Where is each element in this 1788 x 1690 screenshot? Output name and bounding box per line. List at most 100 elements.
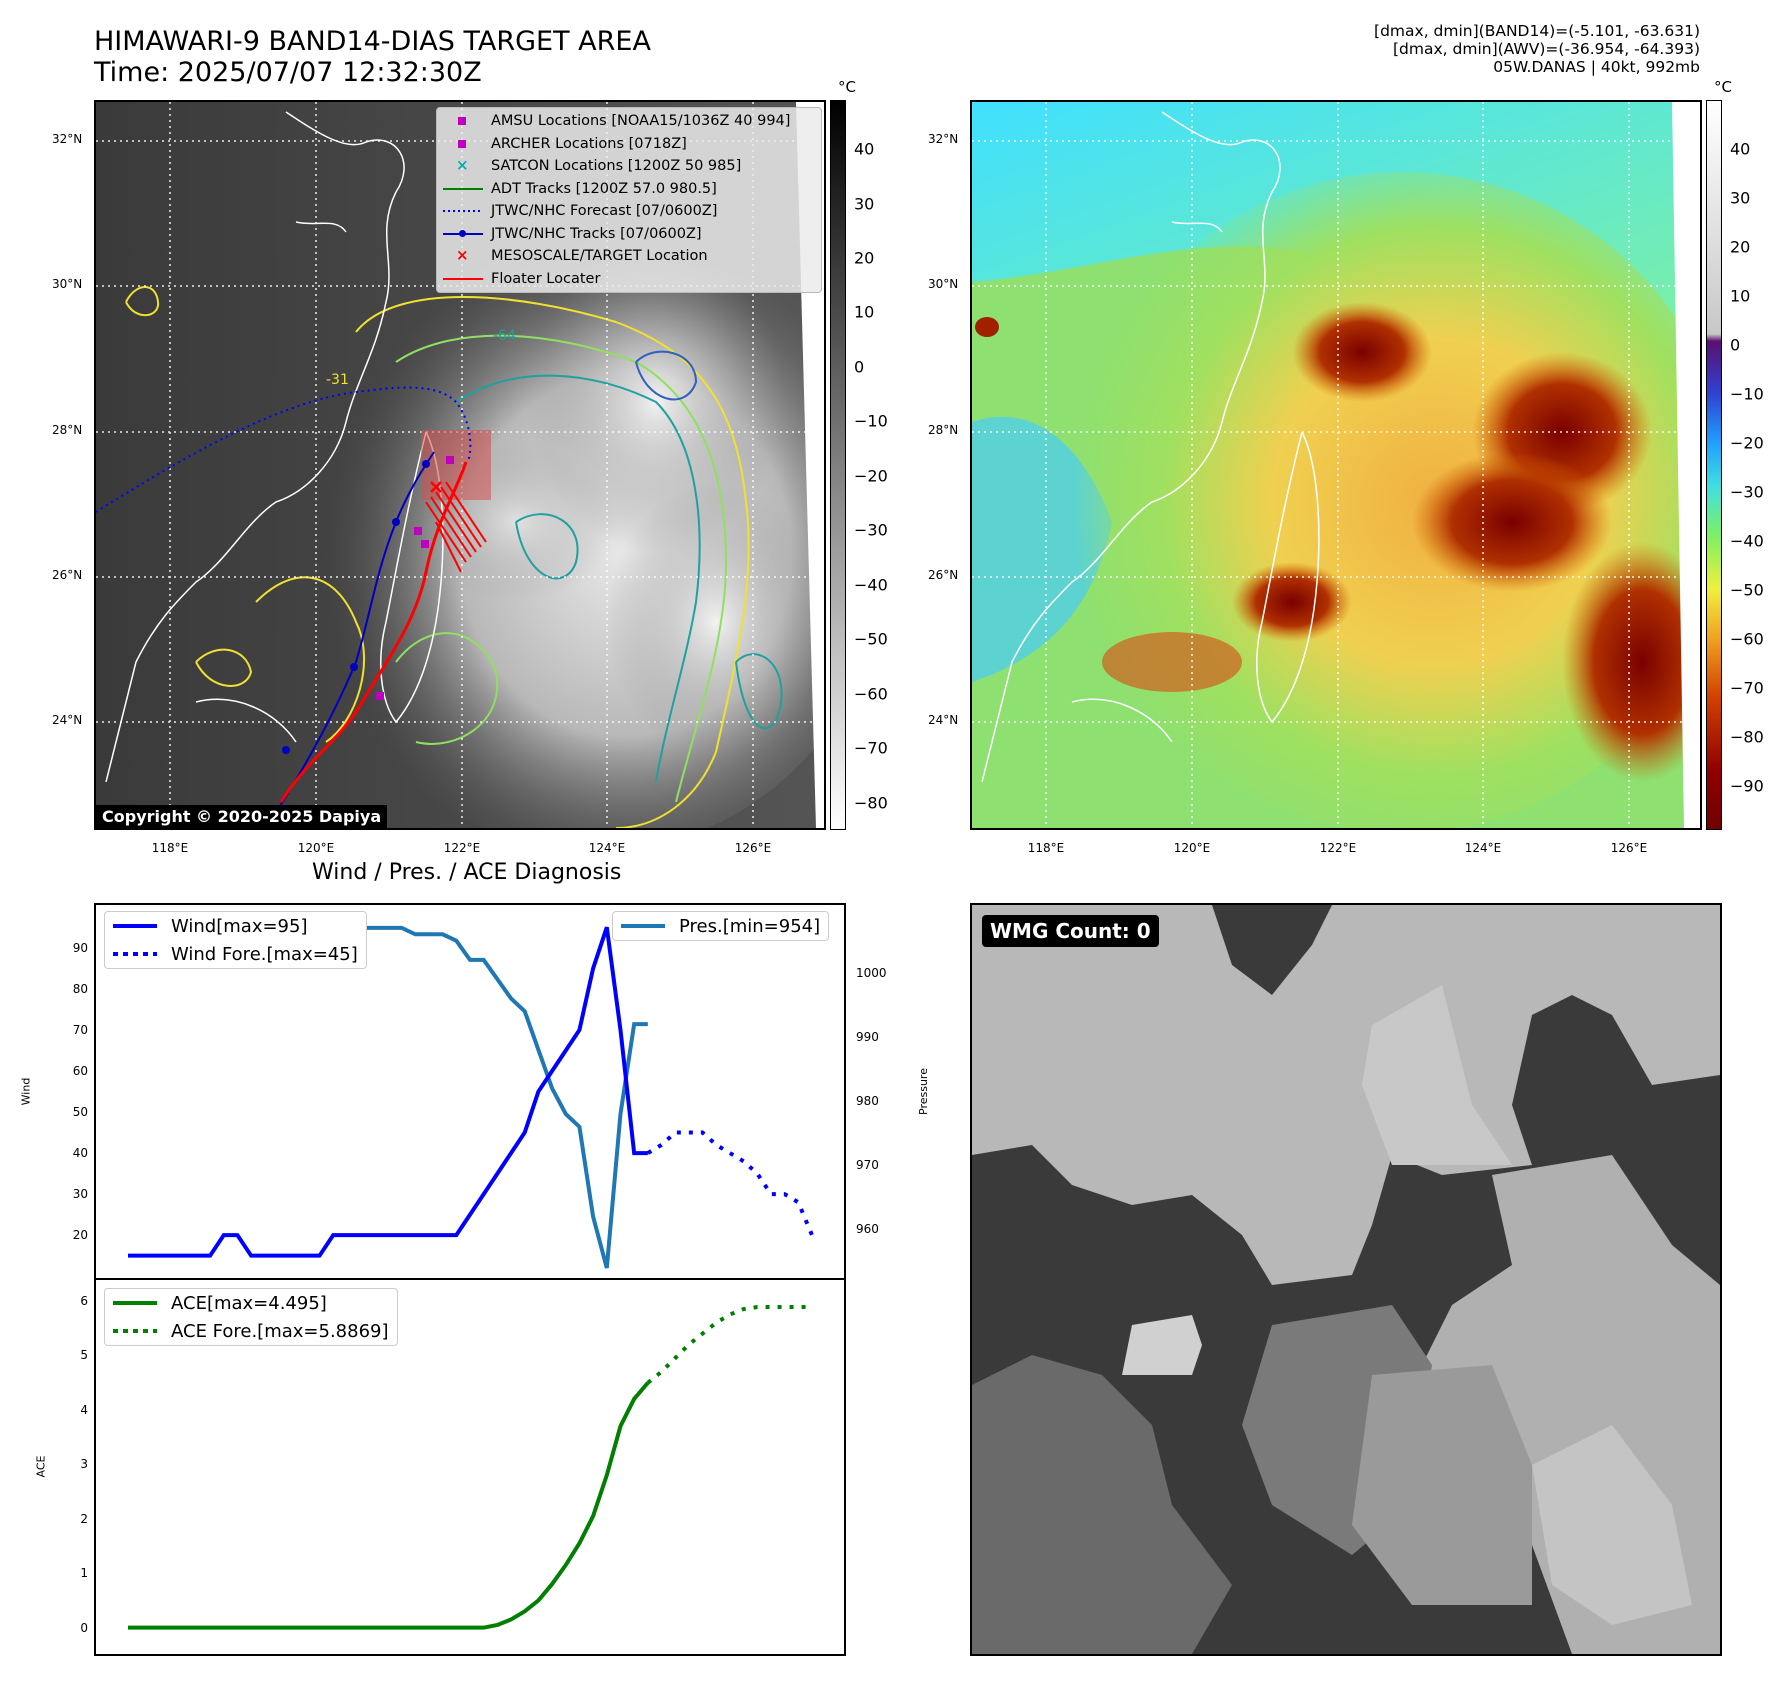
map-legend-swatch: [443, 204, 483, 218]
map-legend-item: ARCHER Locations [0718Z]: [437, 133, 821, 156]
y-tick-label: 40: [72, 1146, 88, 1161]
diagnosis-title: Wind / Pres. / ACE Diagnosis: [312, 860, 622, 885]
y-tick-label: 960: [856, 1222, 879, 1237]
colorbar-tick-label: −70: [1730, 678, 1764, 698]
wind-forecast-legend-item: Wind Fore.[max=45]: [105, 940, 366, 968]
map-legend-label: SATCON Locations [1200Z 50 985]: [491, 158, 742, 175]
wind-forecast-legend-label: Wind Fore.[max=45]: [171, 943, 358, 965]
figure-title: HIMAWARI-9 BAND14-DIAS TARGET AREA: [94, 26, 651, 57]
colorbar-tick-label: 40: [854, 139, 875, 159]
y-tick-label: 970: [856, 1158, 879, 1173]
pressure-axis-label: Pressure: [916, 1068, 930, 1115]
map-legend-swatch: ×: [456, 246, 469, 265]
y-tick-label: 1000: [856, 965, 887, 980]
awv-colorbar: [1706, 100, 1722, 830]
lon-tick-label: 124°E: [1464, 841, 1502, 855]
map-legend: AMSU Locations [NOAA15/1036Z 40 994] ARCH…: [436, 107, 822, 293]
colorbar-tick-label: −50: [1730, 580, 1764, 600]
series-line: [128, 1381, 650, 1630]
y-tick-label: 4: [80, 1402, 88, 1417]
lon-tick-label: 126°E: [734, 841, 772, 855]
y-tick-label: 1: [80, 1566, 88, 1581]
copyright-label: Copyright © 2020-2025 Dapiya: [96, 805, 388, 828]
info-block: [dmax, dmin](BAND14)=(-5.101, -63.631) […: [1374, 22, 1700, 76]
y-tick-label: 3: [80, 1457, 88, 1472]
colorbar-tick-label: 20: [854, 248, 875, 268]
colorbar-tick-label: −20: [1730, 433, 1764, 453]
map-legend-item: ADT Tracks [1200Z 57.0 980.5]: [437, 178, 821, 201]
lon-tick-label: 120°E: [297, 841, 335, 855]
map-legend-item: × MESOSCALE/TARGET Location: [437, 245, 821, 268]
ir-colorbar: [830, 100, 846, 830]
ace-forecast-legend-item: ACE Fore.[max=5.8869]: [105, 1317, 397, 1345]
wmg-image: [972, 905, 1720, 1654]
ace-plot: [94, 1278, 846, 1656]
wind-legend-label: Wind[max=95]: [171, 915, 308, 937]
lon-tick-label: 122°E: [1319, 841, 1357, 855]
map-legend-item: × SATCON Locations [1200Z 50 985]: [437, 155, 821, 178]
colorbar-tick-label: −30: [1730, 482, 1764, 502]
lon-tick-label: 120°E: [1173, 841, 1211, 855]
y-tick-label: 60: [72, 1063, 88, 1078]
colorbar-tick-label: −90: [1730, 776, 1764, 796]
wind-legend-swatch: [113, 924, 157, 928]
ace-forecast-legend-swatch: [113, 1329, 157, 1333]
ace-svg: [128, 1305, 812, 1630]
map-legend-item: JTWC/NHC Forecast [07/0600Z]: [437, 200, 821, 223]
y-tick-label: 20: [72, 1228, 88, 1243]
map-legend-label: Floater Locater: [491, 270, 601, 287]
pressure-legend-swatch: [621, 924, 665, 928]
lat-tick-label: 32°N: [52, 132, 83, 146]
colorbar-tick-label: −60: [1730, 629, 1764, 649]
map-legend-label: ARCHER Locations [0718Z]: [491, 135, 687, 152]
map-legend-swatch: [443, 227, 483, 241]
y-tick-label: 5: [80, 1348, 88, 1363]
lat-tick-label: 32°N: [928, 132, 959, 146]
wind-axis-label: Wind: [19, 1077, 33, 1106]
colorbar-tick-label: −70: [854, 738, 888, 758]
y-tick-label: 80: [72, 981, 88, 996]
colorbar-tick-label: 0: [1730, 335, 1741, 355]
map-legend-label: MESOSCALE/TARGET Location: [491, 248, 708, 265]
y-tick-label: 990: [856, 1029, 879, 1044]
lon-tick-label: 126°E: [1610, 841, 1648, 855]
colorbar-tick-label: −10: [1730, 384, 1764, 404]
lat-tick-label: 30°N: [928, 277, 959, 291]
colorbar-tick-label: −20: [854, 466, 888, 486]
y-tick-label: 0: [80, 1620, 88, 1635]
colorbar-tick-label: 10: [1730, 286, 1751, 306]
pressure-legend-item: Pres.[min=954]: [613, 912, 828, 940]
colorbar-tick-label: 30: [1730, 188, 1751, 208]
y-tick-label: 90: [72, 940, 88, 955]
colorbar-tick-label: 20: [1730, 237, 1751, 257]
map-legend-swatch: [443, 272, 483, 286]
wind-legend-item: Wind[max=95]: [105, 912, 366, 940]
awv-colorbar-unit: °C: [1714, 78, 1732, 96]
colorbar-tick-label: −80: [1730, 727, 1764, 747]
awv-map-panel: [970, 100, 1702, 830]
map-legend-swatch: [443, 114, 483, 128]
series-line: [128, 919, 648, 1269]
awv-map-image: [972, 102, 1700, 828]
y-tick-label: 70: [72, 1022, 88, 1037]
map-legend-label: AMSU Locations [NOAA15/1036Z 40 994]: [491, 113, 791, 130]
colorbar-tick-label: −80: [854, 793, 888, 813]
map-legend-item: AMSU Locations [NOAA15/1036Z 40 994]: [437, 110, 821, 133]
lat-tick-label: 28°N: [52, 423, 83, 437]
colorbar-tick-label: −10: [854, 411, 888, 431]
series-line: [128, 926, 648, 1258]
map-legend-label: JTWC/NHC Tracks [07/0600Z]: [491, 225, 702, 242]
lat-tick-label: 26°N: [52, 568, 83, 582]
pressure-legend: Pres.[min=954]: [612, 911, 830, 941]
colorbar-tick-label: 10: [854, 302, 875, 322]
map-legend-item: Floater Locater: [437, 268, 821, 291]
info-band14: [dmax, dmin](BAND14)=(-5.101, -63.631): [1374, 22, 1700, 40]
info-storm: 05W.DANAS | 40kt, 992mb: [1493, 58, 1700, 76]
ace-axis-label: ACE: [34, 1455, 48, 1478]
colorbar-tick-label: −60: [854, 684, 888, 704]
colorbar-tick-label: 40: [1730, 139, 1751, 159]
lat-tick-label: 24°N: [928, 713, 959, 727]
colorbar-tick-label: −50: [854, 629, 888, 649]
ace-legend-label: ACE[max=4.495]: [171, 1292, 327, 1314]
colorbar-tick-label: 30: [854, 194, 875, 213]
